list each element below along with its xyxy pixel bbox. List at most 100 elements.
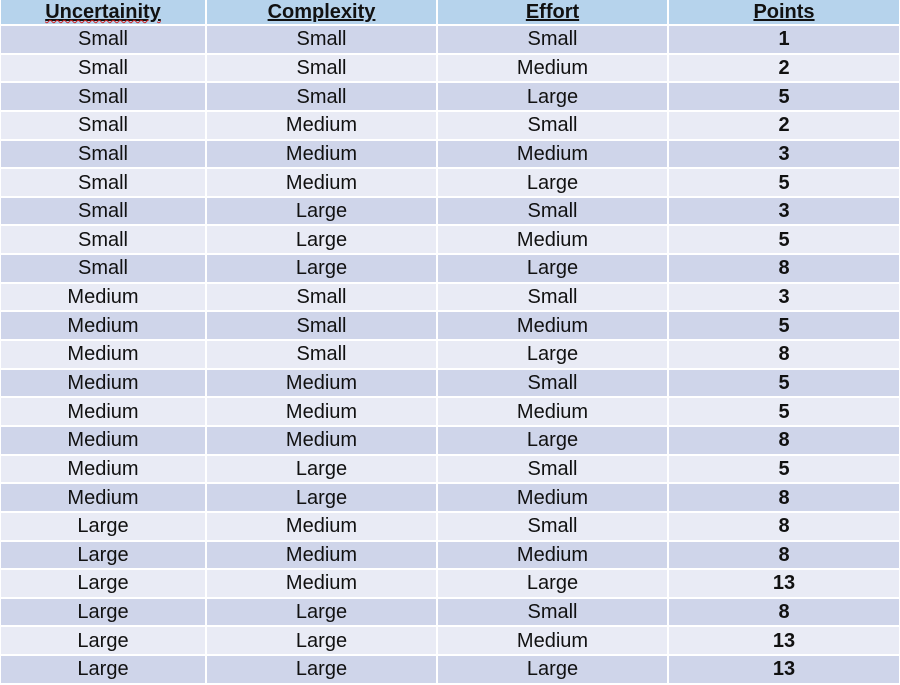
table-row: Small Small Large 5: [1, 82, 899, 112]
effort-cell: Medium: [437, 397, 669, 427]
uncertainity-cell: Small: [1, 196, 207, 227]
header-effort: Effort: [437, 0, 669, 26]
uncertainity-cell: Large: [1, 655, 207, 685]
complexity-cell: Small: [206, 53, 438, 84]
complexity-cell: Small: [206, 82, 438, 112]
complexity-cell: Small: [206, 25, 438, 55]
effort-cell: Large: [437, 569, 669, 599]
complexity-cell: Medium: [206, 368, 438, 399]
points-cell: 3: [668, 139, 899, 170]
effort-cell: Large: [437, 82, 669, 112]
uncertainity-cell: Large: [1, 569, 207, 599]
uncertainity-cell: Large: [1, 597, 207, 628]
effort-cell: Medium: [437, 540, 669, 571]
points-cell: 13: [668, 569, 899, 599]
effort-cell: Small: [437, 368, 669, 399]
complexity-cell: Medium: [206, 511, 438, 542]
uncertainity-cell: Small: [1, 225, 207, 256]
points-cell: 13: [668, 626, 899, 657]
effort-cell: Small: [437, 597, 669, 628]
table-row: Small Medium Large 5: [1, 168, 899, 198]
complexity-cell: Medium: [206, 540, 438, 571]
points-cell: 13: [668, 655, 899, 685]
table-row: Small Medium Small 2: [1, 110, 899, 141]
points-cell: 8: [668, 425, 899, 456]
complexity-cell: Large: [206, 655, 438, 685]
uncertainity-cell: Medium: [1, 368, 207, 399]
complexity-cell: Large: [206, 225, 438, 256]
complexity-cell: Large: [206, 196, 438, 227]
points-cell: 8: [668, 483, 899, 513]
uncertainity-cell: Small: [1, 110, 207, 141]
header-uncertainity-label: Uncertainity: [45, 1, 161, 23]
uncertainity-cell: Small: [1, 25, 207, 55]
uncertainity-cell: Small: [1, 139, 207, 170]
points-cell: 8: [668, 254, 899, 284]
table-row: Large Large Medium 13: [1, 626, 899, 657]
effort-cell: Small: [437, 25, 669, 55]
complexity-cell: Medium: [206, 397, 438, 427]
complexity-cell: Large: [206, 254, 438, 284]
points-cell: 3: [668, 282, 899, 313]
effort-cell: Medium: [437, 311, 669, 342]
points-cell: 5: [668, 368, 899, 399]
effort-cell: Large: [437, 254, 669, 284]
uncertainity-cell: Large: [1, 511, 207, 542]
effort-cell: Medium: [437, 53, 669, 84]
complexity-cell: Small: [206, 282, 438, 313]
complexity-cell: Small: [206, 311, 438, 342]
complexity-cell: Small: [206, 340, 438, 370]
effort-cell: Small: [437, 511, 669, 542]
points-cell: 2: [668, 110, 899, 141]
points-cell: 5: [668, 311, 899, 342]
points-cell: 8: [668, 340, 899, 370]
uncertainity-cell: Medium: [1, 311, 207, 342]
table-row: Medium Medium Small 5: [1, 368, 899, 399]
points-cell: 8: [668, 597, 899, 628]
complexity-cell: Medium: [206, 139, 438, 170]
points-cell: 8: [668, 511, 899, 542]
complexity-cell: Large: [206, 483, 438, 513]
points-cell: 3: [668, 196, 899, 227]
table-row: Large Medium Medium 8: [1, 540, 899, 571]
complexity-cell: Large: [206, 454, 438, 485]
uncertainity-cell: Medium: [1, 454, 207, 485]
header-points: Points: [668, 0, 899, 26]
effort-cell: Small: [437, 454, 669, 485]
table-row: Medium Small Large 8: [1, 340, 899, 370]
table-row: Large Large Small 8: [1, 597, 899, 628]
points-cell: 5: [668, 397, 899, 427]
complexity-cell: Medium: [206, 110, 438, 141]
table-row: Medium Medium Medium 5: [1, 397, 899, 427]
complexity-cell: Medium: [206, 425, 438, 456]
uncertainity-cell: Small: [1, 254, 207, 284]
points-cell: 2: [668, 53, 899, 84]
effort-cell: Large: [437, 340, 669, 370]
uncertainity-cell: Large: [1, 540, 207, 571]
uncertainity-cell: Medium: [1, 483, 207, 513]
points-cell: 1: [668, 25, 899, 55]
effort-cell: Medium: [437, 139, 669, 170]
complexity-cell: Large: [206, 626, 438, 657]
table-row: Small Large Medium 5: [1, 225, 899, 256]
table-row: Medium Large Medium 8: [1, 483, 899, 513]
uncertainity-cell: Small: [1, 82, 207, 112]
header-uncertainity: Uncertainity: [1, 0, 207, 26]
effort-cell: Medium: [437, 483, 669, 513]
effort-cell: Large: [437, 425, 669, 456]
uncertainity-cell: Large: [1, 626, 207, 657]
uncertainity-cell: Medium: [1, 282, 207, 313]
points-cell: 8: [668, 540, 899, 571]
points-cell: 5: [668, 168, 899, 198]
table-row: Small Large Small 3: [1, 196, 899, 227]
effort-cell: Large: [437, 655, 669, 685]
table-body: Small Small Small 1 Small Small Medium 2 Small Sm…: [1, 25, 899, 685]
uncertainity-cell: Small: [1, 53, 207, 84]
table-row: Small Small Small 1: [1, 25, 899, 55]
points-cell: 5: [668, 82, 899, 112]
table-row: Large Medium Small 8: [1, 511, 899, 542]
complexity-cell: Large: [206, 597, 438, 628]
uncertainity-cell: Medium: [1, 425, 207, 456]
effort-cell: Large: [437, 168, 669, 198]
